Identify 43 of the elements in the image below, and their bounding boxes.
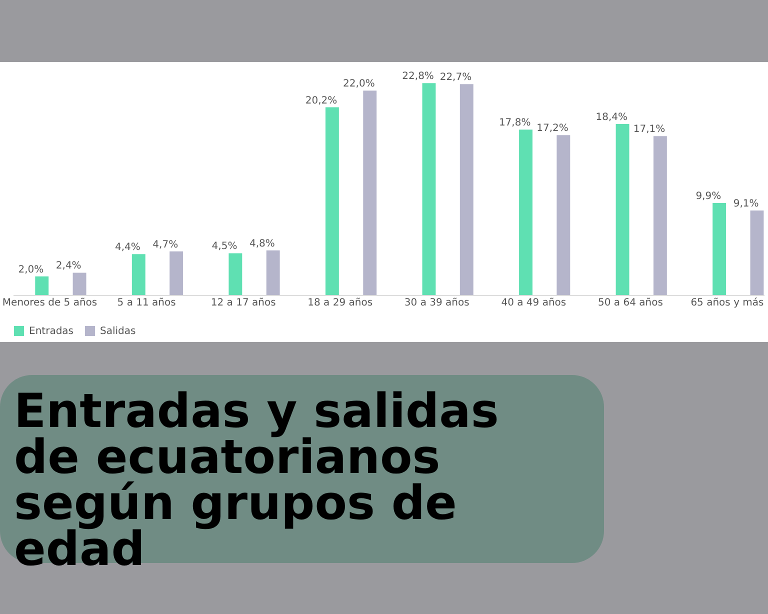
data-label: 4,7% <box>152 239 178 250</box>
data-label: 4,5% <box>212 241 238 252</box>
bar <box>519 130 532 295</box>
data-label: 22,7% <box>440 72 472 84</box>
legend-label: Salidas <box>100 326 136 337</box>
x-tick-label: 40 a 49 años <box>501 298 566 308</box>
data-label: 9,1% <box>733 198 759 210</box>
bar <box>132 254 146 295</box>
bar <box>72 272 86 295</box>
bar <box>170 251 184 295</box>
bar <box>325 107 339 295</box>
bar <box>422 83 436 295</box>
text: Entradas y salidas de ecuatorianos según grupos de edad <box>13 383 500 577</box>
data-label: 17,8% <box>498 118 531 129</box>
bar <box>653 136 667 295</box>
bar <box>712 203 726 295</box>
bar <box>228 253 242 295</box>
data-label: 22,8% <box>402 71 434 82</box>
bar <box>616 124 630 295</box>
x-tick-label: 50 a 64 años <box>598 298 663 308</box>
bar <box>363 90 377 295</box>
legend-label: Entradas <box>29 326 74 337</box>
data-label: 18,4% <box>596 112 628 124</box>
x-tick-label: Menores de 5 años <box>2 298 98 308</box>
x-tick-label: 18 a 29 años <box>308 298 373 308</box>
data-label: 4,8% <box>249 238 275 250</box>
x-tick-label: 12 a 17 años <box>210 298 276 308</box>
data-label: 17,1% <box>633 124 666 136</box>
data-label: 4,4% <box>115 242 140 254</box>
data-label: 17,2% <box>536 123 568 134</box>
x-tick-label: 30 a 39 años <box>404 298 470 308</box>
x-tick-label: 65 años y más <box>690 298 764 308</box>
data-label: 22,0% <box>343 78 375 90</box>
bar <box>460 84 474 295</box>
data-label: 20,2% <box>305 95 338 106</box>
bar <box>556 135 570 295</box>
bar <box>266 250 280 295</box>
data-label: 2,4% <box>56 260 82 272</box>
data-label: 9,9% <box>696 191 722 202</box>
bar <box>750 210 764 295</box>
x-tick-label: 5 a 11 años <box>117 298 176 308</box>
bar <box>35 276 49 295</box>
data-label: 2,0% <box>18 264 44 276</box>
